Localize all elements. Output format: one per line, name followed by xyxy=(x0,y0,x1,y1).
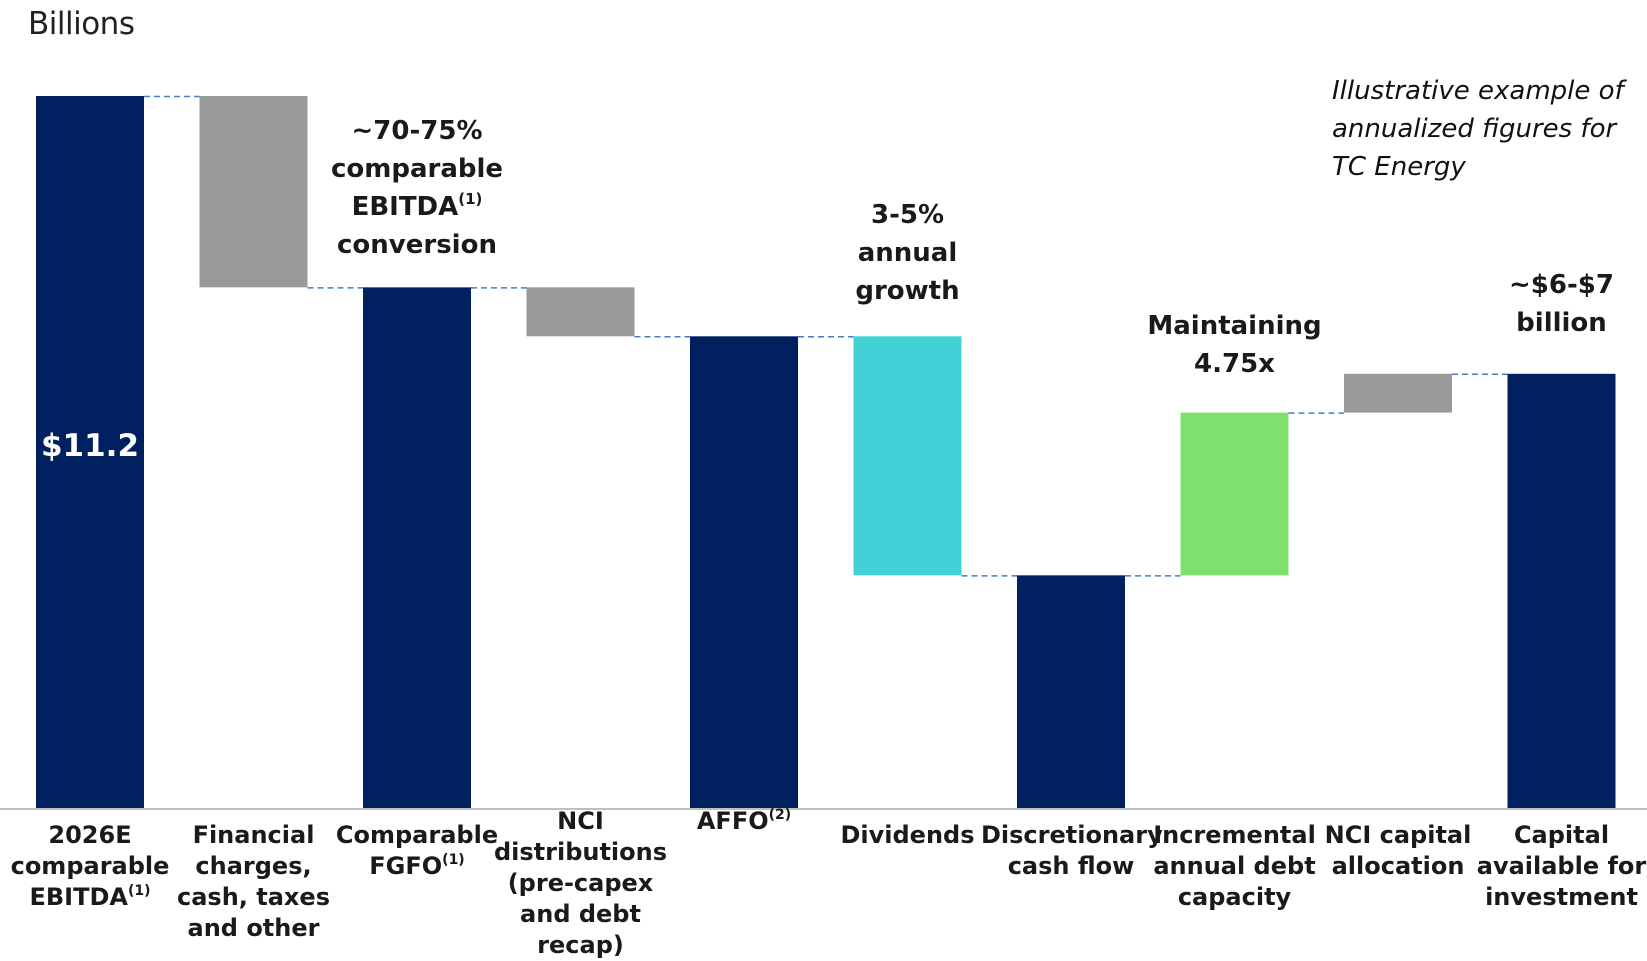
callout-line: ~$6-$7 xyxy=(1509,270,1614,300)
illustrative-note: Illustrative example of annualized figur… xyxy=(1332,72,1642,186)
category-label-line: Discretionary xyxy=(981,821,1163,849)
note-line: TC Energy xyxy=(1332,152,1466,182)
category-label-line: Incremental xyxy=(1153,821,1316,849)
category-label-line: and other xyxy=(187,914,320,942)
callout-debt: Maintaining 4.75x xyxy=(1115,307,1355,383)
category-label-line: distributions xyxy=(493,838,668,866)
bar-ebitda xyxy=(36,96,144,808)
bar-nci_cap xyxy=(1344,373,1452,413)
category-label-fgfo: Comparable FGFO(1) xyxy=(327,820,507,882)
footnote-marker: (1) xyxy=(458,190,483,208)
category-label-line: (pre-capex xyxy=(507,869,654,897)
category-label-line: Dividends xyxy=(840,821,975,849)
category-label-line: charges, xyxy=(195,852,312,880)
category-label-line: Comparable xyxy=(335,821,499,849)
callout-line: EBITDA(1) xyxy=(351,190,483,223)
bar-capital xyxy=(1507,373,1616,808)
category-label-line: Capital xyxy=(1513,821,1610,849)
category-label-line: AFFO(2) xyxy=(696,807,792,835)
bar-nci_dist xyxy=(526,287,635,337)
category-label-line: and debt xyxy=(520,900,641,928)
category-label-debt: Incremental annual debt capacity xyxy=(1145,820,1325,913)
callout-line: 3-5% xyxy=(870,200,945,230)
category-label-dcf: Discretionary cash flow xyxy=(981,820,1163,882)
callout-capital: ~$6-$7 billion xyxy=(1442,266,1647,342)
category-label-affo: AFFO(2) xyxy=(654,806,834,837)
category-label-line: cash, taxes xyxy=(177,883,330,911)
ebitda-value-label: $11.2 xyxy=(40,428,140,464)
bar-financial xyxy=(199,96,308,288)
bar-dividends xyxy=(853,336,962,576)
note-line: annualized figures for xyxy=(1332,114,1617,144)
category-label-ebitda: 2026E comparable EBITDA(1) xyxy=(0,820,180,913)
callout-line: billion xyxy=(1516,308,1607,338)
callout-line: annual xyxy=(857,238,958,268)
category-label-line: cash flow xyxy=(1007,852,1135,880)
callout-dividends: 3-5% annual growth xyxy=(788,196,1028,310)
bar-dcf xyxy=(1017,575,1125,808)
category-label-line: recap) xyxy=(537,931,624,959)
category-label-nci_dist: NCI distributions (pre-capex and debt recap) xyxy=(491,806,671,961)
footnote-marker: (1) xyxy=(127,883,151,899)
category-label-dividends: Dividends xyxy=(818,820,998,851)
callout-line: growth xyxy=(855,276,960,306)
category-label-capital: Capital available for investment xyxy=(1472,820,1647,913)
category-label-line: comparable xyxy=(10,852,170,880)
category-label-line: NCI xyxy=(557,807,604,835)
category-label-line: annual debt xyxy=(1153,852,1316,880)
category-label-nci_cap: NCI capital allocation xyxy=(1308,820,1488,882)
category-label-line: available for xyxy=(1476,852,1647,880)
category-label-line: investment xyxy=(1485,883,1638,911)
footnote-marker: (1) xyxy=(442,852,465,868)
bar-debt xyxy=(1180,412,1289,576)
footnote-marker: (2) xyxy=(768,807,792,823)
callout-line: ~70-75% xyxy=(351,116,483,146)
callout-fgfo: ~70-75% comparable EBITDA(1) conversion xyxy=(297,112,537,264)
category-label-line: Financial xyxy=(192,821,315,849)
callout-line: 4.75x xyxy=(1194,349,1275,379)
category-label-line: allocation xyxy=(1331,852,1465,880)
callout-line: comparable xyxy=(330,154,504,184)
bar-fgfo xyxy=(363,287,471,809)
category-label-financial: Financial charges, cash, taxes and other xyxy=(164,820,344,944)
note-line: Illustrative example of xyxy=(1332,76,1624,106)
category-label-line: 2026E xyxy=(48,821,132,849)
bar-affo xyxy=(690,336,798,808)
category-label-line: EBITDA(1) xyxy=(29,883,151,911)
category-label-line: FGFO(1) xyxy=(369,852,465,880)
unit-label: Billions xyxy=(28,6,135,42)
category-label-line: capacity xyxy=(1177,883,1292,911)
callout-line: conversion xyxy=(337,230,497,260)
callout-line: Maintaining xyxy=(1147,311,1322,341)
category-label-line: NCI capital xyxy=(1324,821,1472,849)
